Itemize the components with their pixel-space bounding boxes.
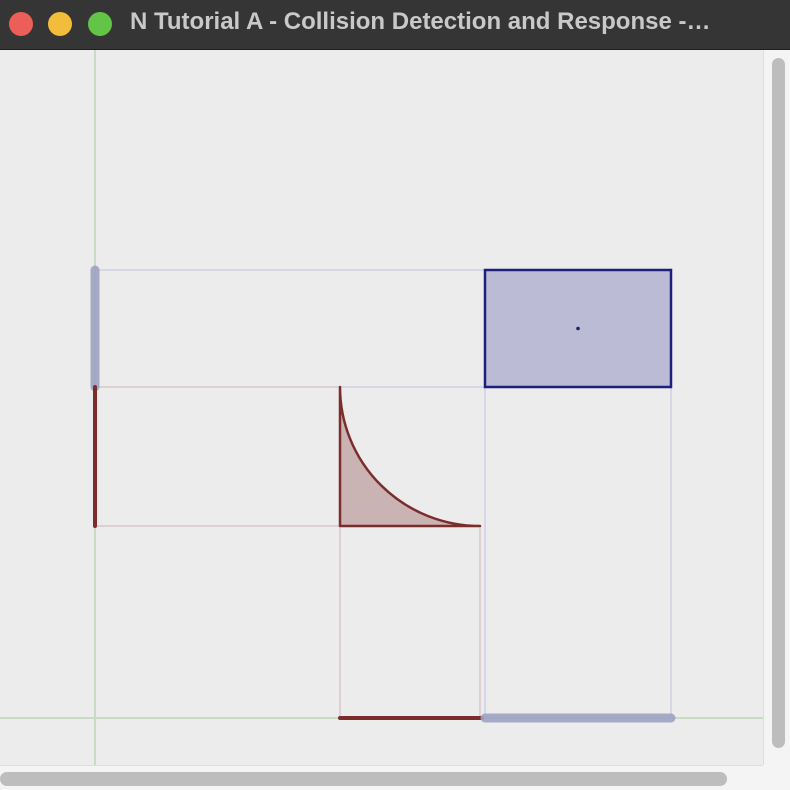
vertical-scrollbar-thumb[interactable] [772,58,785,748]
scene-drawing[interactable] [0,50,763,765]
scrollbar-corner [763,765,790,790]
window-titlebar[interactable]: N Tutorial A - Collision Detection and R… [0,0,790,50]
demo-canvas[interactable] [0,50,763,765]
window-title: N Tutorial A - Collision Detection and R… [130,8,711,35]
tile-guide-lines [95,386,481,718]
box-center-point [576,326,580,331]
horizontal-scrollbar[interactable] [0,765,763,790]
horizontal-scrollbar-thumb[interactable] [0,772,727,786]
concave-quarter-circle-tile[interactable] [338,385,482,528]
minimize-window-button[interactable] [48,12,72,36]
zoom-window-button[interactable] [88,12,112,36]
close-window-button[interactable] [9,12,33,36]
vertical-scrollbar[interactable] [763,50,790,765]
